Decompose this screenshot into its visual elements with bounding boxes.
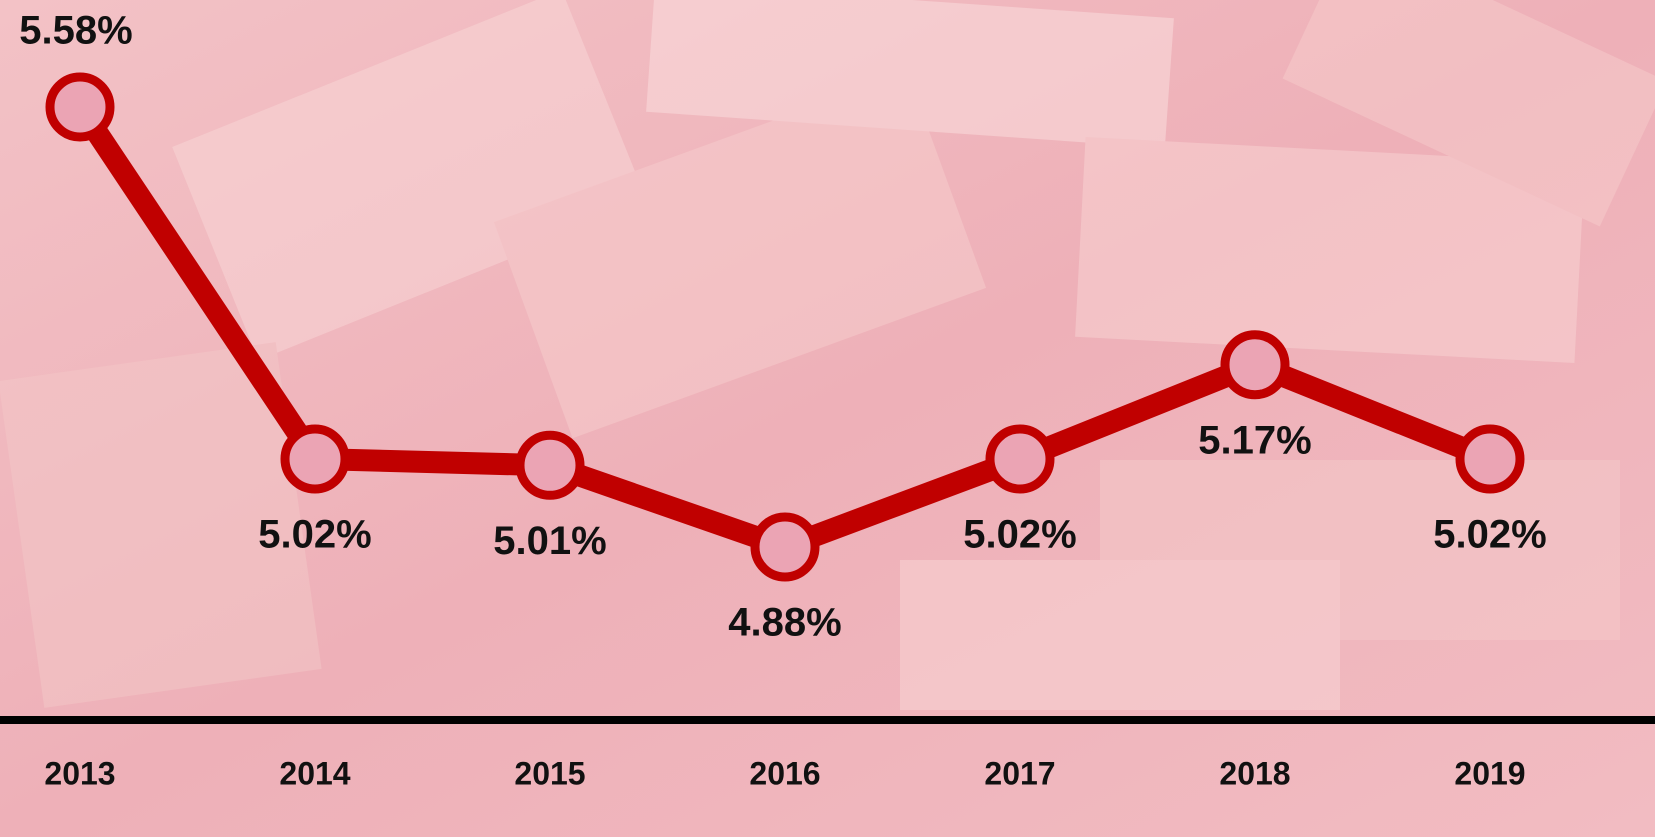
data-label: 4.88% — [728, 601, 841, 645]
x-tick-label: 2014 — [279, 755, 350, 791]
data-label: 5.01% — [493, 519, 606, 563]
data-label: 5.02% — [1433, 513, 1546, 557]
x-tick-label: 2017 — [984, 755, 1055, 791]
data-label: 5.58% — [19, 9, 132, 53]
data-point — [520, 435, 580, 495]
data-label: 5.17% — [1198, 418, 1311, 462]
data-point — [1460, 429, 1520, 489]
x-tick-label: 2015 — [514, 755, 585, 791]
data-point — [1225, 335, 1285, 395]
x-tick-label: 2013 — [44, 755, 115, 791]
x-tick-label: 2016 — [749, 755, 820, 791]
x-tick-label: 2019 — [1454, 755, 1525, 791]
chart: 5.58% 5.02% 5.01% 4.88% 5.02% 5.17% 5.02% 2013 2… — [0, 0, 1655, 837]
data-label: 5.02% — [963, 513, 1076, 557]
data-point — [285, 429, 345, 489]
data-point — [990, 429, 1050, 489]
data-label: 5.02% — [258, 513, 371, 557]
data-point — [755, 517, 815, 577]
x-tick-label: 2018 — [1219, 755, 1290, 791]
data-point — [50, 77, 110, 137]
